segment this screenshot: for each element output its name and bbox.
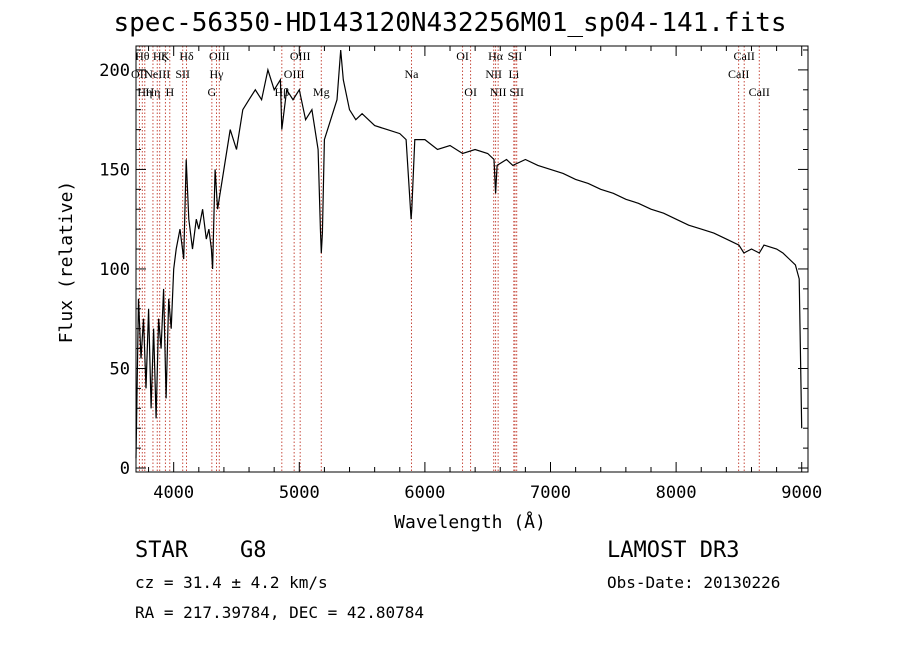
spectral-line-label: OIII — [290, 49, 311, 63]
flux-series-line — [135, 49, 803, 459]
spectral-line-label: CaII — [734, 49, 755, 63]
spectral-line-label: OII — [131, 67, 148, 81]
y-tick-label: 100 — [99, 260, 130, 280]
spectral-line-label: Hγ — [210, 67, 225, 81]
spectral-line-label: OI — [456, 49, 469, 63]
object-type: STAR — [135, 538, 188, 563]
y-tick-label: 200 — [99, 61, 130, 81]
plot-frame — [135, 45, 809, 473]
redshift-cz: cz = 31.4 ± 4.2 km/s — [135, 573, 328, 592]
observation-date: Obs-Date: 20130226 — [607, 573, 781, 592]
spectral-line-label: OIII — [284, 67, 305, 81]
y-tick-label: 150 — [99, 160, 130, 180]
x-tick-label: 7000 — [530, 483, 571, 503]
survey-name: LAMOST DR3 — [607, 538, 740, 563]
object-class: G8 — [240, 538, 267, 563]
spectral-line-label: Na — [404, 67, 419, 81]
spectral-line-label: NeIII — [144, 67, 170, 81]
x-tick-label: 4000 — [153, 483, 194, 503]
spectral-line-label: H — [165, 85, 174, 99]
spectral-line-label: K — [161, 49, 170, 63]
spectral-line-label: SII — [509, 85, 524, 99]
spectral-line-label: Li — [508, 67, 519, 81]
x-tick-label: 8000 — [656, 483, 697, 503]
spectral-line-label: Hθ — [135, 49, 150, 63]
y-tick-label: 50 — [110, 359, 130, 379]
spectral-line-label: SII — [508, 49, 523, 63]
spectral-line-label: Mg — [313, 85, 330, 99]
ra-dec-coordinates: RA = 217.39784, DEC = 42.80784 — [135, 603, 424, 622]
spectral-line-label: Hη — [145, 85, 160, 99]
spectral-line-label: OI — [464, 85, 477, 99]
x-tick-label: 9000 — [781, 483, 822, 503]
x-axis-label: Wavelength (Å) — [394, 511, 546, 533]
spectral-line-label: OIII — [209, 49, 230, 63]
spectral-line-label: Hα — [488, 49, 504, 63]
spectral-line-label: Hη — [137, 85, 152, 99]
spectral-line-label: Hδ — [179, 49, 194, 63]
spectral-line-label: Hζ — [153, 49, 167, 63]
spectral-line-label: G — [208, 85, 217, 99]
spectral-line-markers — [138, 46, 760, 472]
y-axis-label: Flux (relative) — [56, 181, 77, 344]
spectral-line-labels: OIIHθHηHηNeIIIHζKHSIIHδGHγOIIIHβOIIIOIII… — [131, 49, 770, 99]
x-tick-label: 6000 — [404, 483, 445, 503]
spectral-line-label: CaII — [728, 67, 749, 81]
page-title: spec-56350-HD143120N432256M01_sp04-141.f… — [113, 8, 787, 38]
axis-ticks: 4000 5000 6000 7000 8000 9000 0 50 100 150 200 — [99, 46, 822, 503]
spectral-line-label: CaII — [749, 85, 770, 99]
y-tick-label: 0 — [120, 459, 130, 479]
spectral-line-label: NII — [485, 67, 502, 81]
spectral-line-label: NII — [490, 85, 507, 99]
x-tick-label: 5000 — [279, 483, 320, 503]
spectral-line-label: SII — [175, 67, 190, 81]
